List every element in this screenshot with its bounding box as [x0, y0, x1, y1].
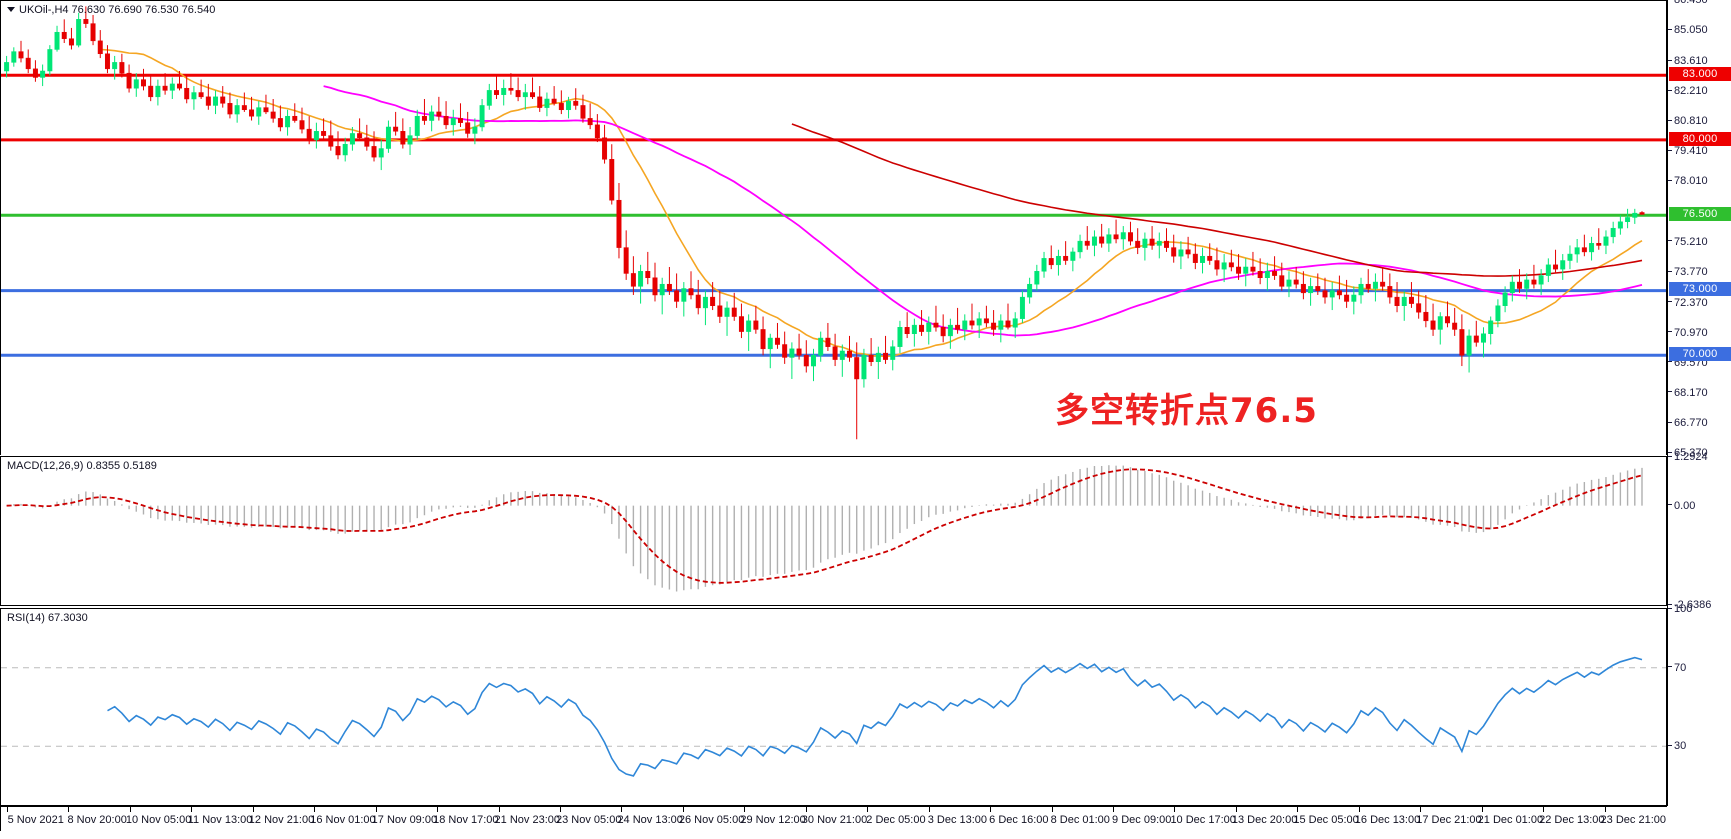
time-axis-tick [499, 807, 500, 812]
price-chart-canvas[interactable] [1, 1, 1666, 455]
price-axis-tick: 70.970 [1668, 327, 1731, 339]
chart-annotation-text: 多空转折点76.5 [1055, 391, 1318, 431]
time-axis-tick [437, 807, 438, 812]
time-axis-label: 11 Nov 13:00 [187, 814, 253, 826]
rsi-axis-tick: 70 [1668, 662, 1731, 674]
price-level-label[interactable]: 83.000 [1669, 67, 1731, 82]
time-axis-label: 8 Nov 20:00 [67, 814, 127, 826]
macd-axis-tick: 0.00 [1668, 500, 1731, 512]
time-axis-label: 12 Nov 21:00 [248, 814, 315, 826]
price-axis-tick: 79.410 [1668, 146, 1731, 157]
price-axis-tick: 65.370 [1668, 448, 1731, 459]
time-axis-tick [7, 807, 8, 812]
price-axis-tick: 75.210 [1668, 236, 1731, 248]
time-axis-label: 17 Nov 09:00 [371, 814, 438, 826]
macd-panel[interactable]: MACD(12,26,9) 0.8355 0.5189 [0, 456, 1667, 606]
time-axis-tick [1359, 807, 1360, 812]
time-axis-tick [1420, 807, 1421, 812]
time-axis-label: 8 Dec 01:00 [1050, 814, 1110, 826]
price-axis-tick: 66.770 [1668, 417, 1731, 429]
rsi-chart-canvas[interactable] [1, 609, 1666, 805]
price-axis-tick: 69.570 [1668, 357, 1731, 369]
time-axis-tick [1174, 807, 1175, 812]
time-axis-label: 16 Dec 13:00 [1354, 814, 1421, 826]
time-axis-label: 10 Dec 17:00 [1170, 814, 1236, 826]
time-axis-tick [130, 807, 131, 812]
price-panel-legend: UKOil-,H4 76.630 76.690 76.530 76.540 [7, 4, 215, 16]
time-axis-tick [560, 807, 561, 812]
time-axis-tick [806, 807, 807, 812]
price-axis-tick: 85.050 [1668, 25, 1731, 36]
time-axis-label: 18 Nov 17:00 [433, 814, 499, 826]
time-axis-label: 2 Dec 05:00 [866, 814, 926, 826]
time-axis-tick [1605, 807, 1606, 812]
rsi-panel[interactable]: RSI(14) 67.3030 [0, 608, 1667, 806]
time-axis-label: 24 Nov 13:00 [617, 814, 683, 826]
time-axis-label: 26 Nov 05:00 [678, 814, 745, 826]
time-axis-tick [1236, 807, 1237, 812]
time-axis-label: 16 Nov 01:00 [310, 814, 376, 826]
time-axis-tick [1297, 807, 1298, 812]
time-axis-label: 6 Dec 16:00 [989, 814, 1049, 826]
time-axis-tick [253, 807, 254, 812]
time-axis-tick [621, 807, 622, 812]
time-axis-tick [990, 807, 991, 812]
price-axis-tick: 72.370 [1668, 297, 1731, 309]
price-axis-tick: 68.170 [1668, 387, 1731, 399]
time-axis-tick [68, 807, 69, 812]
time-axis-tick [929, 807, 930, 812]
time-axis-tick [867, 807, 868, 812]
rsi-axis-tick: 30 [1668, 741, 1731, 752]
time-axis-tick [683, 807, 684, 812]
price-axis-tick: 82.210 [1668, 86, 1731, 97]
time-axis-label: 9 Dec 09:00 [1112, 814, 1172, 826]
price-level-label[interactable]: 76.500 [1669, 206, 1731, 221]
price-panel[interactable]: UKOil-,H4 76.630 76.690 76.530 76.540 [0, 0, 1667, 455]
macd-chart-canvas[interactable] [1, 457, 1666, 605]
time-axis-label: 10 Nov 05:00 [125, 814, 192, 826]
time-axis-label: 21 Nov 23:00 [494, 814, 560, 826]
time-axis-label: 29 Nov 12:00 [740, 814, 806, 826]
time-axis-label: 21 Dec 01:00 [1477, 814, 1544, 826]
time-axis-tick [1052, 807, 1053, 812]
time-axis-label: 23 Nov 05:00 [556, 814, 622, 826]
price-axis-tick: 80.810 [1668, 116, 1731, 127]
time-axis-tick [191, 807, 192, 812]
time-axis-label: 23 Dec 21:00 [1600, 814, 1666, 826]
rsi-axis-tick: 100 [1668, 604, 1731, 615]
price-axis-tick: 73.770 [1668, 267, 1731, 278]
macd-axis-tick: -2.6386 [1668, 600, 1731, 611]
time-axis-tick [1482, 807, 1483, 812]
macd-axis-tick: 1.2924 [1668, 452, 1731, 463]
price-axis[interactable]: 86.450 85.050 83.610 82.210 80.810 79.410 78.0… [1667, 0, 1731, 806]
price-axis-tick: 78.010 [1668, 176, 1731, 187]
price-axis-tick: 83.610 [1668, 56, 1731, 67]
price-axis-tick: 86.450 [1674, 0, 1708, 6]
time-axis-label: 17 Dec 21:00 [1416, 814, 1482, 826]
time-axis-tick [744, 807, 745, 812]
time-axis-tick [1543, 807, 1544, 812]
price-level-label[interactable]: 73.000 [1669, 282, 1731, 297]
bottom-strip [0, 831, 1731, 839]
macd-panel-legend: MACD(12,26,9) 0.8355 0.5189 [7, 460, 157, 472]
time-axis-label: 5 Nov 2021 [7, 814, 64, 826]
time-axis-label: 13 Dec 20:00 [1231, 814, 1298, 826]
time-axis-tick [314, 807, 315, 812]
price-level-label[interactable]: 80.000 [1669, 131, 1731, 146]
time-axis-tick [376, 807, 377, 812]
price-level-label[interactable]: 70.000 [1669, 346, 1731, 361]
time-axis-tick [1113, 807, 1114, 812]
rsi-panel-legend: RSI(14) 67.3030 [7, 612, 88, 624]
time-axis-label: 22 Dec 13:00 [1539, 814, 1605, 826]
chevron-down-icon[interactable] [7, 6, 15, 12]
time-axis-label: 15 Dec 05:00 [1293, 814, 1359, 826]
time-axis-label: 3 Dec 13:00 [927, 814, 988, 826]
symbol-ohlc-label: UKOil-,H4 76.630 76.690 76.530 76.540 [19, 4, 216, 16]
time-axis-label: 30 Nov 21:00 [801, 814, 868, 826]
